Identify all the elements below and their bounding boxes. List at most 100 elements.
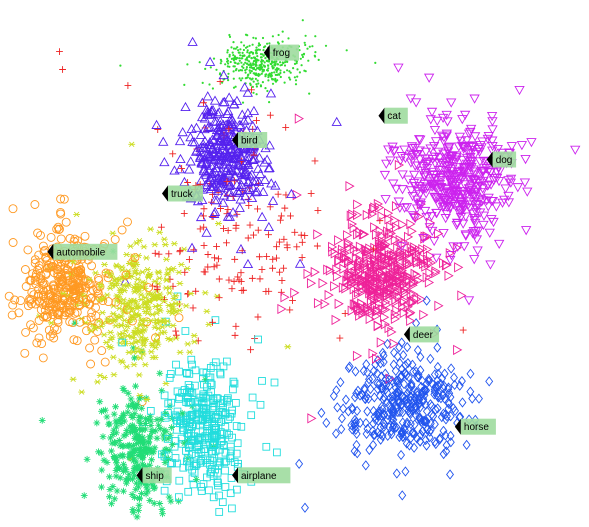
data-point-automobile xyxy=(82,315,92,325)
data-point-airplane xyxy=(199,404,208,413)
data-point-ship xyxy=(127,428,134,436)
data-point-cat xyxy=(276,216,284,224)
data-point-dog xyxy=(480,172,491,182)
data-point-frog xyxy=(255,61,258,64)
data-point-horse xyxy=(362,428,371,440)
data-point-truck xyxy=(162,380,170,387)
data-point-horse xyxy=(447,363,456,374)
data-point-bird xyxy=(230,149,241,160)
data-point-deer xyxy=(373,198,384,210)
data-point-automobile xyxy=(68,318,78,328)
data-point-frog xyxy=(289,71,292,74)
data-point-automobile xyxy=(48,310,58,320)
data-point-truck xyxy=(129,313,137,320)
data-point-ship xyxy=(107,434,114,442)
data-point-ship xyxy=(149,482,157,490)
data-point-deer xyxy=(382,290,392,302)
data-point-deer xyxy=(407,296,417,307)
data-point-dog xyxy=(411,195,423,205)
data-point-truck xyxy=(144,310,151,317)
data-point-horse xyxy=(462,439,471,451)
data-point-cat xyxy=(200,99,207,107)
data-point-truck xyxy=(168,301,176,308)
data-point-cat xyxy=(200,205,208,213)
data-point-dog xyxy=(465,124,477,134)
data-point-airplane xyxy=(173,459,181,468)
data-point-bird xyxy=(174,135,186,146)
data-point-horse xyxy=(376,429,385,440)
data-point-frog xyxy=(228,35,232,39)
data-point-dog xyxy=(522,187,533,197)
data-point-deer xyxy=(431,266,441,277)
data-point-automobile xyxy=(72,307,82,317)
data-point-ship xyxy=(120,468,127,475)
data-point-deer xyxy=(381,296,391,308)
data-point-ship xyxy=(135,445,143,453)
data-point-automobile xyxy=(111,297,121,307)
data-point-ship xyxy=(142,490,150,498)
data-point-bird xyxy=(242,184,253,195)
data-point-bird xyxy=(242,258,254,269)
data-point-truck xyxy=(112,282,119,289)
data-point-dog xyxy=(488,176,500,186)
data-point-frog xyxy=(280,63,283,66)
data-point-ship xyxy=(192,476,200,483)
data-point-frog xyxy=(304,70,307,73)
data-point-ship xyxy=(131,472,138,480)
data-point-frog xyxy=(314,55,317,58)
data-point-cat xyxy=(459,326,467,334)
data-point-bird xyxy=(223,149,234,159)
data-point-frog xyxy=(275,70,278,73)
data-point-dog xyxy=(494,239,505,249)
data-point-airplane xyxy=(187,411,196,420)
data-point-ship xyxy=(131,493,138,501)
data-point-automobile xyxy=(48,280,58,290)
data-point-truck xyxy=(148,311,156,318)
data-point-horse xyxy=(450,372,458,383)
data-point-deer xyxy=(384,232,394,243)
data-point-frog xyxy=(226,57,229,61)
data-point-frog xyxy=(293,62,297,65)
data-point-ship xyxy=(116,452,124,460)
data-point-horse xyxy=(413,371,422,383)
data-point-dog xyxy=(473,201,484,211)
data-point-dog xyxy=(505,174,517,184)
data-point-frog xyxy=(275,60,278,63)
data-point-deer xyxy=(330,281,340,292)
data-point-ship xyxy=(135,475,143,483)
data-point-frog xyxy=(250,64,253,67)
data-point-dog xyxy=(425,144,436,154)
data-point-automobile xyxy=(32,338,42,348)
data-point-deer xyxy=(408,280,418,291)
data-point-automobile xyxy=(79,276,89,286)
data-point-ship xyxy=(126,450,134,457)
data-point-airplane xyxy=(214,481,222,490)
data-point-horse xyxy=(388,422,397,433)
data-point-frog xyxy=(298,71,301,74)
data-point-deer xyxy=(389,338,399,349)
data-point-ship xyxy=(111,439,119,447)
data-point-dog xyxy=(447,151,459,161)
data-point-ship xyxy=(106,420,113,428)
data-point-ship xyxy=(138,404,146,412)
data-point-horse xyxy=(433,342,442,353)
data-point-automobile xyxy=(61,217,71,227)
data-point-automobile xyxy=(85,343,95,353)
data-point-dog xyxy=(526,138,537,148)
data-point-horse xyxy=(391,365,400,376)
data-point-truck xyxy=(201,290,209,296)
data-point-dog xyxy=(411,150,423,160)
data-point-horse xyxy=(429,410,438,422)
data-point-horse xyxy=(419,395,428,407)
data-point-truck xyxy=(97,323,105,330)
data-point-horse xyxy=(380,392,389,403)
data-point-ship xyxy=(38,417,46,424)
data-point-frog xyxy=(374,61,377,64)
data-point-bird xyxy=(252,163,264,173)
data-point-ship xyxy=(108,500,115,508)
data-point-dog xyxy=(397,170,408,180)
data-point-horse xyxy=(375,379,384,390)
data-point-horse xyxy=(388,394,397,405)
data-point-automobile xyxy=(36,230,45,240)
data-point-automobile xyxy=(4,291,14,301)
